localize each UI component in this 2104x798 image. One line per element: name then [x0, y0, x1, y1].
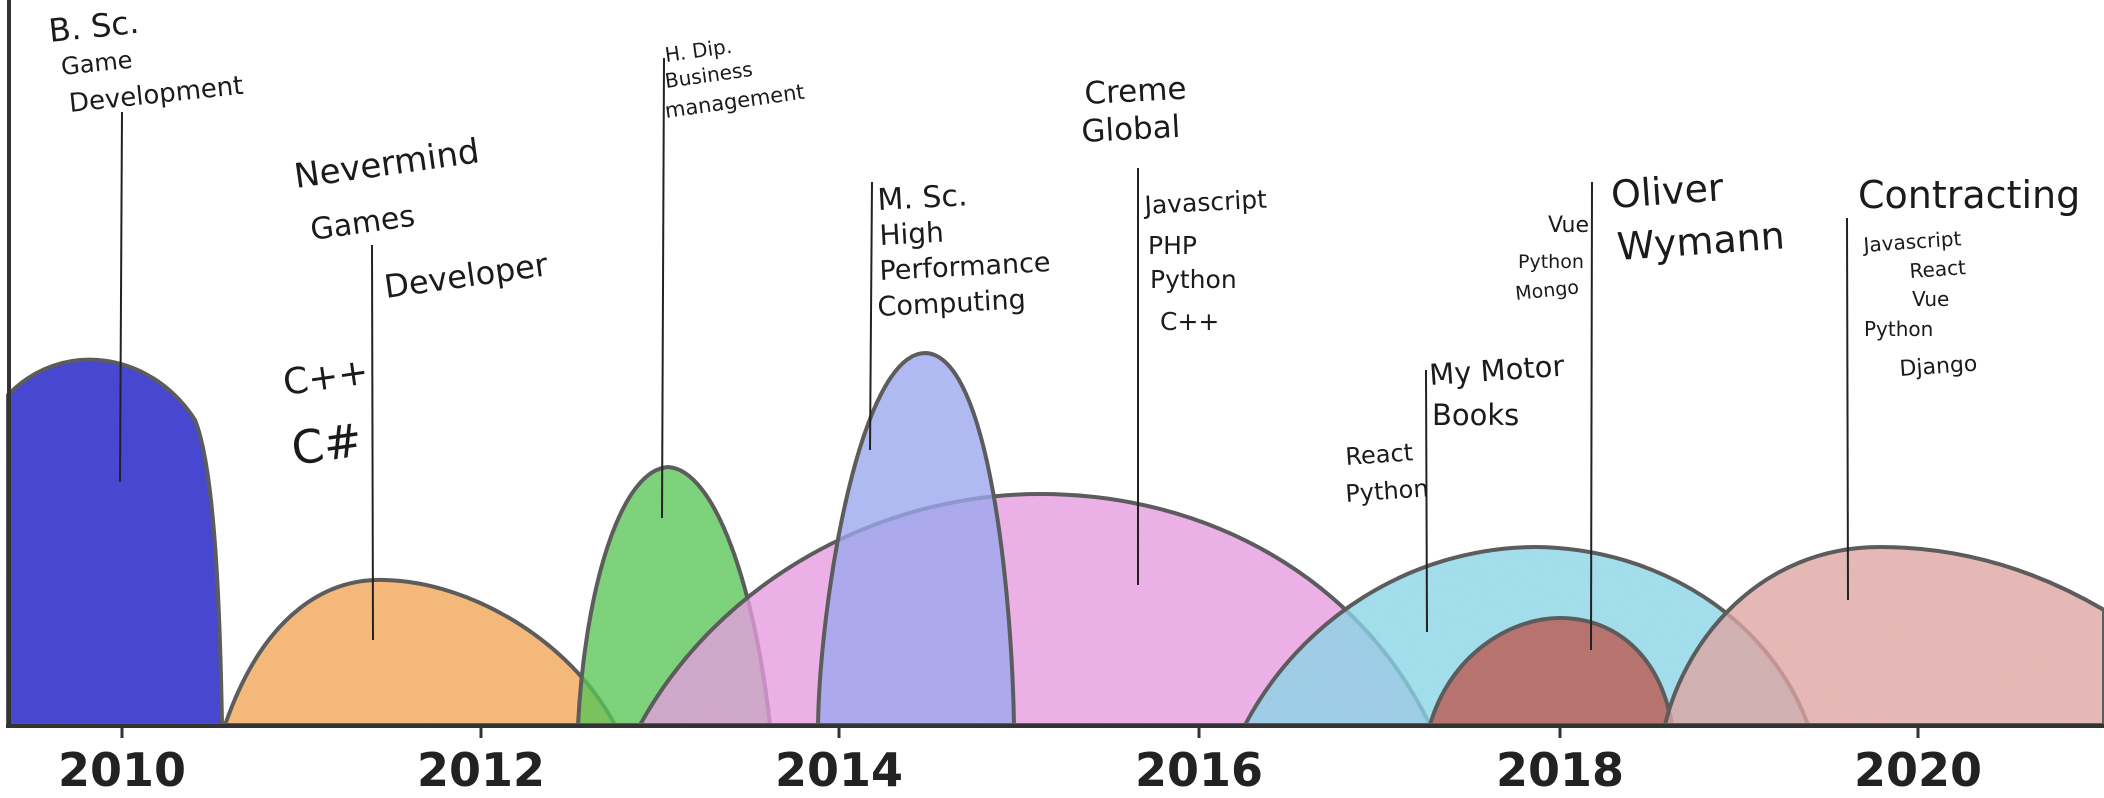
creme-skill-4: C++ [1160, 307, 1219, 336]
label-hdip: H. Dip. Business management [663, 34, 806, 123]
year-label-2012: 2012 [417, 743, 545, 797]
mymotor-title-line-1: My Motor [1428, 349, 1565, 392]
nevermind-title-line-2: Games [308, 199, 417, 248]
bump-bsc [6, 357, 224, 727]
creme-skill-2: PHP [1148, 231, 1197, 260]
contracting-skill-1: Javascript [1861, 226, 1963, 257]
msc-title-line-2: High [879, 216, 945, 252]
label-mymotor: My Motor Books React Python [1344, 349, 1565, 508]
label-nevermind: Nevermind Games Developer C++ C# [281, 131, 551, 476]
label-creme: Creme Global Javascript PHP Python C++ [1081, 71, 1268, 336]
pointer-contracting [1846, 217, 1849, 601]
msc-title-line-4: Computing [877, 284, 1027, 323]
label-msc: M. Sc. High Performance Computing [877, 178, 1052, 323]
pointer-msc [869, 181, 873, 451]
oliver-skill-2: Python [1518, 251, 1584, 273]
timeline-bumps [6, 351, 2104, 727]
year-label-2018: 2018 [1496, 743, 1624, 797]
nevermind-role: Developer [382, 245, 551, 306]
bsc-title-line-3: Development [68, 71, 245, 119]
year-label-2020: 2020 [1854, 743, 1982, 797]
mymotor-skill-2: Python [1344, 474, 1429, 508]
year-label-2010: 2010 [58, 743, 186, 797]
mymotor-skill-1: React [1344, 438, 1413, 471]
bump-msc [816, 351, 1016, 727]
pointer-bsc [119, 111, 123, 483]
pointer-lines [119, 57, 1849, 651]
contracting-skill-5: Django [1899, 352, 1978, 382]
msc-title-line-1: M. Sc. [877, 178, 969, 218]
bump-nevermind [223, 577, 617, 727]
bump-contracting [1663, 545, 2104, 727]
nevermind-skill-1: C++ [281, 351, 371, 403]
bsc-title-line-1: B. Sc. [47, 3, 141, 50]
oliver-title-line-2: Wymann [1616, 213, 1787, 269]
year-label-2014: 2014 [775, 743, 903, 797]
creme-title-line-1: Creme [1084, 71, 1188, 112]
label-bsc: B. Sc. Game Development [47, 3, 245, 119]
msc-title-line-3: Performance [879, 247, 1051, 287]
label-contracting: Contracting Javascript React Vue Python … [1858, 173, 2080, 382]
contracting-skill-3: Vue [1912, 287, 1949, 311]
creme-title-line-2: Global [1081, 109, 1182, 150]
x-axis-labels: 2010 2012 2014 2016 2018 2020 [58, 743, 1982, 797]
oliver-title-line-1: Oliver [1610, 165, 1726, 217]
pointer-mymotor [1425, 369, 1428, 633]
bump-oliver [1428, 616, 1674, 727]
mymotor-title-line-2: Books [1432, 398, 1519, 432]
nevermind-skill-2: C# [288, 413, 365, 476]
contracting-skill-4: Python [1864, 317, 1933, 341]
oliver-skill-3: Mongo [1514, 276, 1580, 305]
pointer-oliver [1590, 181, 1593, 651]
contracting-skill-2: React [1909, 255, 1967, 283]
nevermind-title-line-1: Nevermind [292, 131, 482, 197]
oliver-skill-1: Vue [1548, 213, 1589, 238]
label-oliver: Oliver Wymann Vue Python Mongo [1514, 165, 1786, 305]
creme-skill-1: Javascript [1142, 185, 1268, 220]
year-label-2016: 2016 [1135, 743, 1263, 797]
bsc-title-line-2: Game [60, 46, 134, 81]
contracting-title: Contracting [1858, 173, 2080, 217]
pointer-hdip [661, 57, 665, 519]
creme-skill-3: Python [1150, 265, 1237, 294]
pointer-nevermind [371, 244, 374, 641]
x-axis-ticks [120, 726, 1920, 738]
